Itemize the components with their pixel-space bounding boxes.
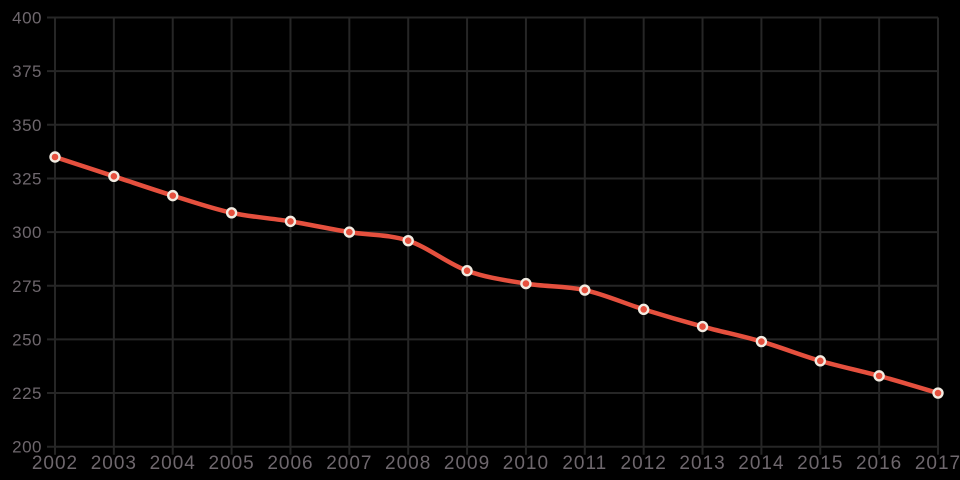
x-axis-tick-label: 2014 <box>738 453 784 474</box>
data-point-marker[interactable] <box>637 303 650 316</box>
y-axis: 200 225 250 275 300 325 350 375 400 <box>12 9 42 457</box>
data-point-marker[interactable] <box>402 234 414 247</box>
data-point-marker[interactable] <box>284 215 297 228</box>
data-series-line <box>52 154 941 396</box>
data-point-marker[interactable] <box>696 320 709 333</box>
data-point-marker[interactable] <box>343 226 356 238</box>
y-axis-tick-label: 325 <box>12 169 42 188</box>
x-axis-tick-label: 2004 <box>150 453 196 474</box>
data-point-marker[interactable] <box>225 207 238 219</box>
x-axis-tick-label: 2005 <box>208 453 254 474</box>
y-axis-tick-label: 250 <box>12 330 42 349</box>
data-point-marker[interactable] <box>814 355 826 367</box>
y-axis-tick-label: 400 <box>12 9 42 28</box>
x-axis-tick-label: 2011 <box>562 453 607 474</box>
y-axis-tick-label: 200 <box>12 438 42 457</box>
y-axis-tick-label: 350 <box>12 116 42 135</box>
x-axis-tick-label: 2007 <box>326 453 372 474</box>
data-point-marker[interactable] <box>579 284 591 296</box>
x-axis: 2002 2003 2004 2005 2006 2007 2008 2009 2010 2011… <box>32 453 960 474</box>
x-axis-tick-label: 2010 <box>503 453 549 474</box>
x-axis-tick-label: 2013 <box>679 453 725 474</box>
x-axis-tick-label: 2009 <box>444 453 490 474</box>
x-axis-tick-label: 2017 <box>915 453 960 474</box>
y-axis-tick-label: 275 <box>12 277 42 296</box>
data-point-marker[interactable] <box>873 370 885 382</box>
data-point-marker[interactable] <box>49 151 61 163</box>
x-axis-tick-label: 2016 <box>856 453 902 474</box>
x-axis-tick-label: 2003 <box>91 453 137 474</box>
x-axis-tick-label: 2008 <box>385 453 431 474</box>
data-point-marker[interactable] <box>755 335 768 348</box>
y-axis-tick-label: 375 <box>12 62 42 81</box>
x-axis-tick-label: 2012 <box>621 453 667 474</box>
grid <box>47 16 939 455</box>
data-point-marker[interactable] <box>108 170 120 183</box>
data-point-markers <box>49 151 944 399</box>
data-point-marker[interactable] <box>461 265 473 277</box>
x-axis-tick-label: 2002 <box>32 453 78 474</box>
x-axis-tick-label: 2006 <box>267 453 313 474</box>
y-axis-tick-label: 225 <box>12 384 42 403</box>
x-axis-tick-label: 2015 <box>797 453 843 474</box>
data-point-marker[interactable] <box>932 387 944 399</box>
y-axis-tick-label: 300 <box>12 223 42 242</box>
data-point-marker[interactable] <box>520 277 532 290</box>
data-point-marker[interactable] <box>167 189 179 202</box>
